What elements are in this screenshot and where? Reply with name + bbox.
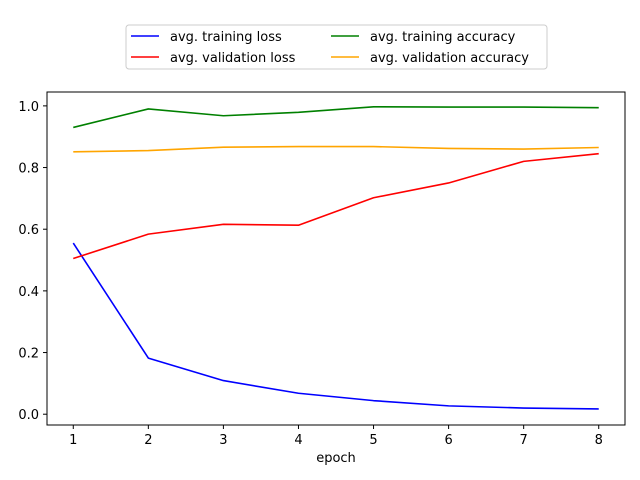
x-tick-label: 2 [144,433,152,448]
x-tick-label: 5 [369,433,377,448]
legend-box [125,24,548,70]
series-line-avg-training-accuracy [73,106,599,129]
x-tick-label: 3 [219,433,227,448]
y-tick-label: 0.8 [18,162,39,177]
y-axis: 0.0 0.2 0.4 0.6 0.8 1.0 [18,100,47,423]
plot-frame [46,91,626,426]
legend-label: avg. training accuracy [370,30,516,45]
legend: avg. training loss avg. validation loss av… [125,24,548,70]
legend-label: avg. training loss [170,30,282,45]
x-tick-label: 7 [520,433,528,448]
x-axis-label: epoch [316,451,356,466]
series-line-avg-validation-loss [73,152,599,260]
y-tick-label: 0.2 [18,347,39,362]
legend-label: avg. validation accuracy [370,51,529,66]
x-tick-label: 4 [294,433,302,448]
series-line-avg-training-loss [72,242,599,410]
y-tick-label: 0.4 [18,285,39,300]
x-tick-label: 8 [595,433,603,448]
legend-label: avg. validation loss [170,51,296,66]
y-tick-label: 0.6 [18,223,39,238]
x-axis: 1 2 3 4 5 6 7 8 [69,425,603,448]
series-layer [72,106,599,410]
y-tick-label: 1.0 [18,100,39,115]
y-tick-label: 0.0 [18,408,39,423]
x-tick-label: 6 [444,433,452,448]
x-tick-label: 1 [69,433,77,448]
series-line-avg-validation-accuracy [73,145,599,153]
